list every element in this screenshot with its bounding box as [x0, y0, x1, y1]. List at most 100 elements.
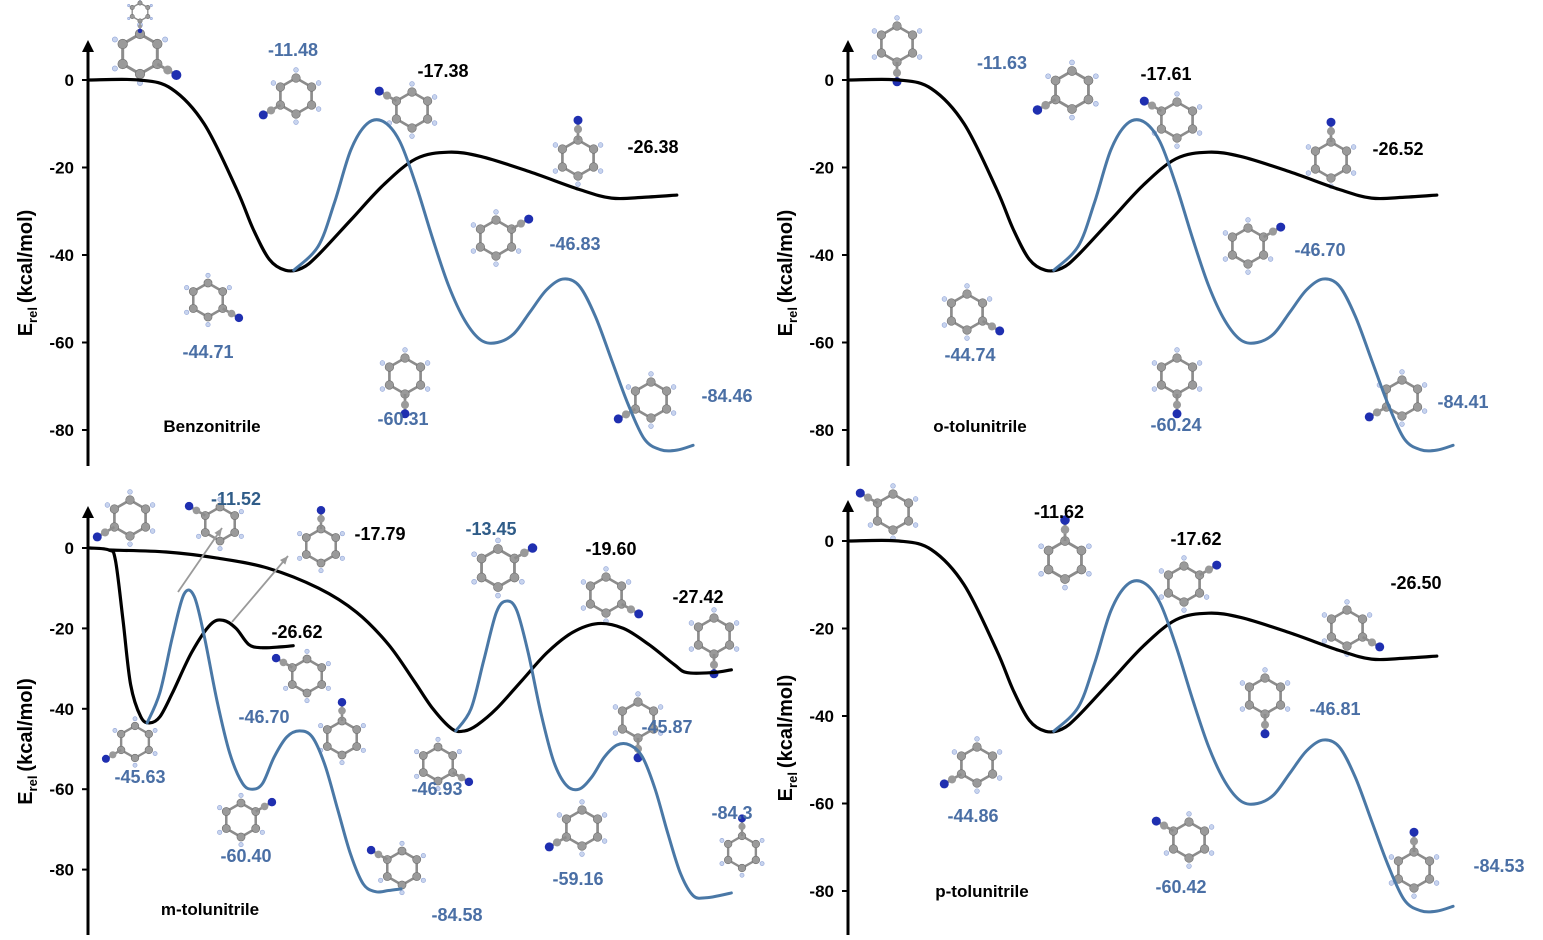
energy-value-label: -44.74 — [944, 345, 995, 365]
y-axis-title: Erel(kcal/mol) — [15, 210, 40, 337]
energy-value-label: -84.58 — [431, 905, 482, 925]
y-tick-label: -60 — [809, 795, 834, 814]
energy-value-label: -45.63 — [114, 767, 165, 787]
molecule-structure — [612, 691, 664, 763]
energy-path-black — [88, 77, 679, 273]
energy-value-label: -46.70 — [1294, 240, 1345, 260]
y-axis-arrow — [82, 506, 94, 518]
molecule-structure — [414, 736, 474, 792]
energy-value-label: -26.62 — [271, 622, 322, 642]
energy-value-label: -26.52 — [1372, 139, 1423, 159]
molecule-structure — [544, 799, 608, 857]
energy-value-label: -84.53 — [1473, 856, 1524, 876]
energy-value-label: -27.42 — [672, 587, 723, 607]
molecule-structure — [258, 67, 322, 125]
energy-value-label: -44.86 — [947, 806, 998, 826]
energy-panel-1: 0 -20 -40 -60 -80 Erel(kcal/mol) -11.48 -17.38 -… — [15, 0, 753, 466]
molecule-structure — [1222, 217, 1286, 275]
molecule-structure — [1305, 117, 1357, 189]
energy-value-label: -60.42 — [1155, 877, 1206, 897]
y-axis-arrow — [842, 500, 854, 512]
energy-panel-3: 0 -20 -40 -60 -80 Erel(kcal/mol) -11.52 -17.79 -… — [15, 489, 765, 935]
energy-path-black-left — [88, 546, 295, 725]
panel-title: o-tolunitrile — [933, 417, 1026, 436]
energy-value-label: -84.3 — [711, 803, 752, 823]
y-tick-label: -60 — [809, 334, 834, 353]
panel-title: m-tolunitrile — [161, 900, 259, 919]
energy-value-label: -46.93 — [411, 779, 462, 799]
y-tick-label: -40 — [809, 707, 834, 726]
energy-path-black-right — [107, 548, 733, 734]
panel-title: Benzonitrile — [163, 417, 260, 436]
molecule-structure — [184, 496, 244, 552]
energy-value-label: -17.79 — [354, 524, 405, 544]
pointer-arrowhead — [214, 528, 222, 537]
molecule-structure — [1038, 515, 1092, 591]
molecule-structure — [1388, 827, 1440, 899]
molecule-structure — [1139, 91, 1203, 149]
y-tick-label: -80 — [809, 882, 834, 901]
molecule-structure — [297, 506, 345, 574]
energy-path-blue — [292, 118, 695, 453]
energy-value-label: -17.61 — [1140, 64, 1191, 84]
y-axis-title: Erel(kcal/mol) — [15, 678, 40, 805]
molecule-structure — [1364, 369, 1428, 427]
y-tick-label: 0 — [825, 532, 834, 551]
energy-path-blue-left — [145, 588, 403, 894]
y-axis-title: Erel(kcal/mol) — [775, 675, 800, 802]
energy-value-label: -26.50 — [1390, 573, 1441, 593]
molecule-structure — [217, 792, 277, 848]
energy-value-label: -19.60 — [585, 539, 636, 559]
molecule-structure — [471, 537, 538, 599]
molecule-structure — [871, 15, 923, 87]
molecule-structure — [318, 698, 366, 766]
pointer-arrow — [177, 527, 223, 593]
energy-path-blue-right — [454, 599, 733, 900]
molecule-structure — [127, 0, 153, 34]
molecule-structure — [1032, 59, 1099, 121]
y-axis-arrow — [842, 40, 854, 52]
y-tick-label: 0 — [65, 539, 74, 558]
y-tick-label: -40 — [809, 246, 834, 265]
molecule-structure — [271, 648, 331, 704]
molecule-structure — [580, 566, 644, 624]
molecule-structure — [184, 272, 244, 328]
molecule-structure — [470, 209, 534, 267]
energy-value-label: -44.71 — [182, 342, 233, 362]
energy-path-blue — [1052, 579, 1455, 914]
energy-path-blue — [1052, 118, 1455, 453]
energy-value-label: -46.81 — [1309, 699, 1360, 719]
y-tick-label: -20 — [49, 159, 74, 178]
pointer-arrow — [231, 555, 289, 623]
energy-value-label: -11.52 — [211, 489, 261, 509]
y-tick-label: 0 — [825, 71, 834, 90]
y-tick-label: -40 — [49, 246, 74, 265]
energy-value-label: -59.16 — [552, 869, 603, 889]
energy-value-label: -46.83 — [549, 234, 600, 254]
y-axis-arrow — [82, 40, 94, 52]
molecule-structure — [366, 840, 426, 896]
molecule-structure — [374, 81, 438, 139]
energy-value-label: -13.45 — [465, 519, 516, 539]
energy-value-label: -17.62 — [1170, 529, 1221, 549]
molecule-structure — [1239, 667, 1291, 739]
y-tick-label: -40 — [49, 700, 74, 719]
energy-value-label: -60.24 — [1150, 415, 1201, 435]
y-tick-label: 0 — [65, 71, 74, 90]
molecule-structure — [552, 115, 604, 187]
molecule-structure — [1158, 555, 1222, 613]
y-tick-label: -60 — [49, 780, 74, 799]
molecule-structure — [719, 814, 765, 878]
molecule-structure — [939, 736, 1003, 794]
y-tick-label: -60 — [49, 334, 74, 353]
energy-path-black — [848, 77, 1439, 273]
energy-value-label: -11.62 — [1034, 502, 1084, 522]
y-tick-label: -80 — [49, 861, 74, 880]
molecule-structure — [379, 347, 431, 419]
y-tick-label: -20 — [809, 620, 834, 639]
y-axis-title: Erel(kcal/mol) — [775, 210, 800, 337]
molecule-structure — [1151, 811, 1215, 869]
energy-panel-2: 0 -20 -40 -60 -80 Erel(kcal/mol) -11.63 -17.61 -… — [775, 15, 1489, 466]
energy-value-label: -60.31 — [377, 409, 428, 429]
